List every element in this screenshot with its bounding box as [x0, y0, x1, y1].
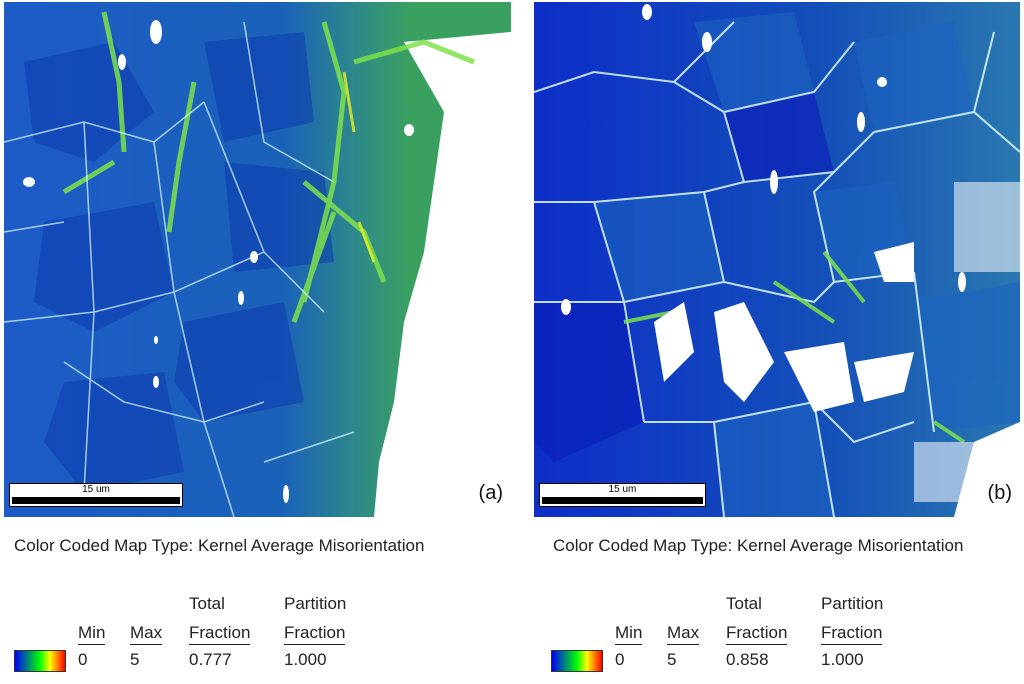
partition-fraction-value: 1.000	[821, 650, 864, 669]
map-type-title: Color Coded Map Type: Kernel Average Mis…	[553, 536, 964, 555]
total-header-line2: Fraction	[189, 623, 251, 645]
scale-bar: 15 um	[9, 483, 183, 507]
scale-bar-label: 15 um	[608, 484, 637, 495]
kam-map-a: 15 um (a)	[4, 2, 511, 517]
min-header: Min	[78, 623, 106, 645]
min-value: 0	[78, 650, 88, 669]
total-header-line1: Total	[189, 594, 225, 613]
partition-header-line1: Partition	[821, 594, 884, 613]
min-header: Min	[615, 623, 643, 645]
max-value: 5	[667, 650, 677, 669]
max-header: Max	[130, 623, 163, 645]
color-scale-swatch	[14, 650, 66, 672]
total-fraction-value: 0.777	[189, 650, 232, 669]
kam-map-b: 15 um (b)	[534, 2, 1020, 517]
total-header-line1: Total	[726, 594, 762, 613]
partition-header-line2: Fraction	[284, 623, 346, 645]
color-scale-swatch	[551, 650, 603, 672]
scale-bar: 15 um	[539, 483, 706, 507]
scale-bar-line	[12, 497, 180, 504]
total-header-line2: Fraction	[726, 623, 788, 645]
max-header: Max	[667, 623, 700, 645]
partition-header-line1: Partition	[284, 594, 347, 613]
kam-map-b-image	[534, 2, 1020, 517]
scale-bar-line	[542, 497, 703, 504]
scale-bar-label: 15 um	[82, 484, 110, 495]
max-value: 5	[130, 650, 140, 669]
partition-fraction-value: 1.000	[284, 650, 327, 669]
min-value: 0	[615, 650, 625, 669]
panel-label-b: (b)	[987, 482, 1012, 504]
map-type-title: Color Coded Map Type: Kernel Average Mis…	[14, 536, 425, 555]
total-fraction-value: 0.858	[726, 650, 769, 669]
partition-header-line2: Fraction	[821, 623, 883, 645]
panel-label-a: (a)	[478, 482, 503, 504]
kam-map-a-image	[4, 2, 511, 517]
